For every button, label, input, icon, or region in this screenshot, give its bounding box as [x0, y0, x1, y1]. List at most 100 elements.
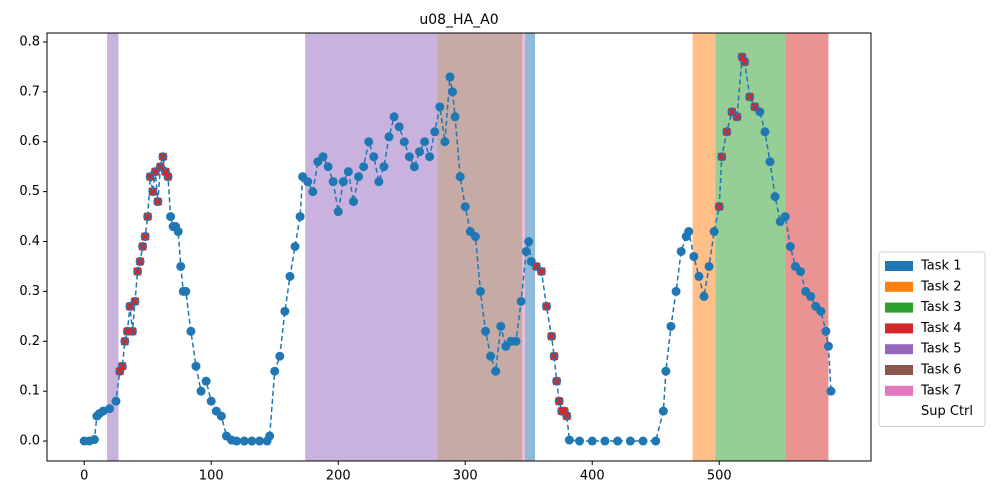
data-point: [430, 127, 440, 137]
task-span: [522, 33, 525, 461]
data-point: [475, 286, 485, 296]
data-point: [399, 137, 409, 147]
task-span: [437, 33, 523, 461]
data-point: [275, 351, 285, 361]
data-point: [661, 366, 671, 376]
data-point: [384, 132, 394, 142]
data-point: [176, 261, 186, 271]
data-point: [369, 152, 379, 162]
data-point: [348, 197, 358, 207]
data-point: [823, 341, 833, 351]
data-point: [684, 227, 694, 237]
data-point: [521, 246, 531, 256]
data-point: [666, 321, 676, 331]
x-tick-label: 400: [580, 469, 605, 484]
legend-label: Task 6: [920, 363, 961, 378]
x-marker: [537, 267, 546, 276]
data-point: [564, 435, 574, 445]
x-marker: [140, 232, 150, 241]
data-point: [338, 177, 348, 187]
data-point: [173, 227, 183, 237]
data-point: [295, 212, 305, 222]
data-point: [638, 436, 648, 446]
task-span: [107, 33, 119, 461]
y-tick-label: 0.8: [19, 34, 40, 49]
task-span: [524, 33, 536, 461]
data-point: [354, 172, 364, 182]
y-tick-label: 0.1: [19, 384, 40, 399]
data-point: [201, 376, 211, 386]
legend-swatch: [885, 281, 913, 292]
x-marker: [560, 406, 569, 416]
x-marker: [542, 302, 551, 311]
x-marker: [120, 337, 130, 346]
x-marker: [158, 152, 168, 161]
x-tick-label: 200: [326, 469, 351, 484]
x-marker: [133, 267, 142, 276]
data-point: [181, 286, 191, 296]
x-marker: [715, 202, 724, 211]
data-point: [780, 212, 790, 222]
x-marker: [722, 127, 732, 136]
data-point: [709, 227, 719, 237]
legend-box: [878, 251, 986, 427]
data-point: [785, 242, 795, 252]
data-point: [374, 177, 384, 187]
legend-swatch: [885, 261, 913, 271]
legend-label: Task 3: [920, 300, 961, 315]
legend-label: Task 5: [920, 342, 961, 357]
data-point: [796, 266, 806, 276]
data-point: [409, 162, 419, 172]
data-point: [694, 271, 704, 281]
y-tick-label: 0.3: [19, 284, 40, 299]
series-line: [84, 54, 832, 442]
data-point: [460, 202, 470, 212]
data-point: [770, 192, 780, 202]
data-point: [186, 326, 196, 336]
data-point: [516, 296, 526, 306]
data-point: [232, 436, 242, 446]
data-point: [448, 87, 458, 97]
x-marker: [554, 396, 564, 406]
data-point: [658, 406, 668, 416]
data-point: [265, 431, 275, 441]
legend-label: Task 2: [920, 279, 961, 294]
data-point: [704, 261, 714, 271]
x-marker: [128, 327, 137, 336]
data-point: [575, 436, 585, 446]
x-marker: [148, 187, 158, 196]
x-marker: [740, 57, 749, 67]
y-tick-label: 0.0: [19, 434, 40, 449]
data-point: [587, 436, 597, 446]
x-marker: [163, 172, 173, 181]
data-point: [359, 162, 369, 172]
chart-title: u08_HA_A0: [419, 12, 498, 28]
data-point: [455, 172, 465, 182]
data-point: [806, 291, 816, 301]
data-point: [89, 435, 99, 445]
axes-frame: [46, 32, 872, 462]
data-point: [308, 187, 318, 197]
data-point: [415, 147, 425, 157]
x-marker: [750, 102, 759, 112]
data-point: [676, 246, 686, 256]
legend-label: Task 4: [920, 321, 961, 336]
x-tick-label: 0: [80, 469, 88, 484]
x-marker: [138, 242, 147, 251]
data-point: [303, 177, 313, 187]
data-point: [379, 162, 389, 172]
data-point: [435, 102, 445, 112]
x-marker: [732, 112, 742, 122]
data-point: [285, 271, 295, 281]
x-marker: [115, 367, 124, 376]
task-span: [715, 33, 786, 461]
x-marker: [547, 332, 556, 341]
data-point: [826, 386, 836, 396]
data-point: [651, 436, 661, 446]
x-marker: [745, 92, 754, 102]
data-point: [254, 436, 264, 446]
data-point: [323, 162, 333, 172]
data-point: [328, 177, 338, 187]
y-tick-label: 0.6: [19, 134, 40, 149]
data-point: [343, 167, 353, 177]
